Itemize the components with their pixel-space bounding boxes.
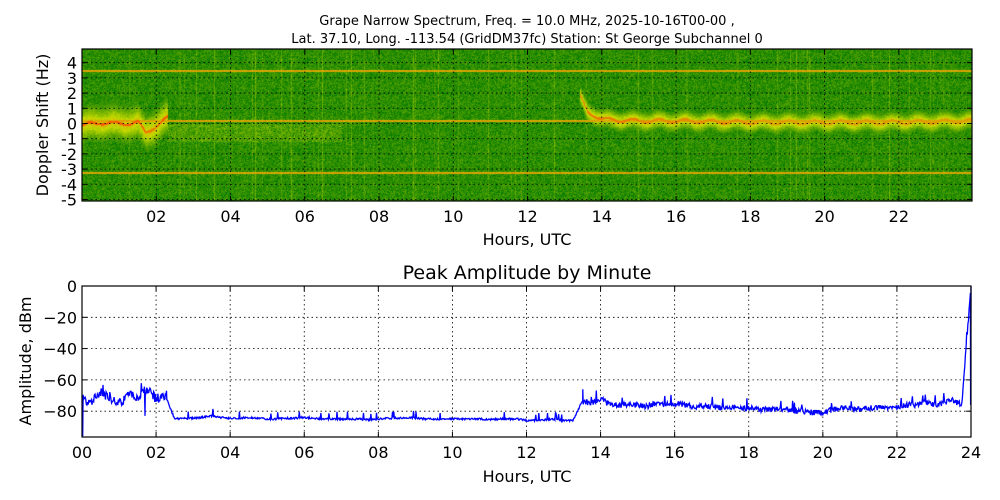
x-tick-label: 14 xyxy=(590,443,610,462)
x-tick-label: 02 xyxy=(146,207,166,226)
amplitude-ylabel: Amplitude, dBm xyxy=(16,297,35,426)
spectrogram-xlabel: Hours, UTC xyxy=(483,230,572,249)
spectrum-title-line2: Lat. 37.10, Long. -113.54 (GridDM37fc) S… xyxy=(291,32,762,47)
y-tick-label: 0 xyxy=(67,277,77,296)
x-tick-label: 24 xyxy=(961,443,981,462)
spectrogram-frame xyxy=(81,48,973,202)
x-tick-label: 14 xyxy=(592,207,612,226)
x-tick-label: 04 xyxy=(220,443,240,462)
y-tick-label: -3 xyxy=(61,160,77,179)
x-tick-label: 10 xyxy=(443,207,463,226)
y-tick-label: −20 xyxy=(43,308,77,327)
x-tick-label: 18 xyxy=(740,207,760,226)
y-tick-label: 1 xyxy=(67,99,77,118)
y-tick-label: -5 xyxy=(61,190,77,209)
x-tick-label: 08 xyxy=(368,443,388,462)
x-tick-label: 06 xyxy=(294,443,314,462)
x-tick-label: 22 xyxy=(889,207,909,226)
y-tick-label: −40 xyxy=(43,340,77,359)
y-tick-label: 2 xyxy=(67,84,77,103)
x-tick-label: 00 xyxy=(72,443,92,462)
x-tick-label: 18 xyxy=(739,443,759,462)
spectrum-title-line1: Grape Narrow Spectrum, Freq. = 10.0 MHz,… xyxy=(319,14,734,29)
y-tick-label: -2 xyxy=(61,145,77,164)
y-tick-label: -4 xyxy=(61,175,77,194)
x-tick-label: 02 xyxy=(146,443,166,462)
amplitude-line xyxy=(81,285,972,437)
y-tick-label: −60 xyxy=(43,371,77,390)
x-tick-label: 16 xyxy=(666,207,686,226)
spectrogram-ylabel: Doppler Shift (Hz) xyxy=(33,54,52,197)
x-tick-label: 20 xyxy=(813,443,833,462)
x-tick-label: 04 xyxy=(220,207,240,226)
x-tick-label: 12 xyxy=(516,443,536,462)
x-tick-label: 16 xyxy=(664,443,684,462)
x-tick-label: 10 xyxy=(442,443,462,462)
y-tick-label: 3 xyxy=(67,69,77,88)
x-tick-label: 08 xyxy=(369,207,389,226)
y-tick-label: -1 xyxy=(61,130,77,149)
x-tick-label: 12 xyxy=(517,207,537,226)
y-tick-label: −80 xyxy=(43,402,77,421)
x-tick-label: 06 xyxy=(295,207,315,226)
amplitude-xlabel: Hours, UTC xyxy=(483,467,572,486)
y-tick-label: 4 xyxy=(67,54,77,73)
amplitude-frame xyxy=(81,285,972,438)
amplitude-title: Peak Amplitude by Minute xyxy=(403,262,652,284)
x-tick-label: 22 xyxy=(887,443,907,462)
amplitude-axes: 00 02 04 06 08 10 12 14 16 18 20 22 24 0 −20 −40 −60 −80 xyxy=(43,277,981,462)
x-tick-label: 20 xyxy=(814,207,834,226)
y-tick-label: 0 xyxy=(67,114,77,133)
